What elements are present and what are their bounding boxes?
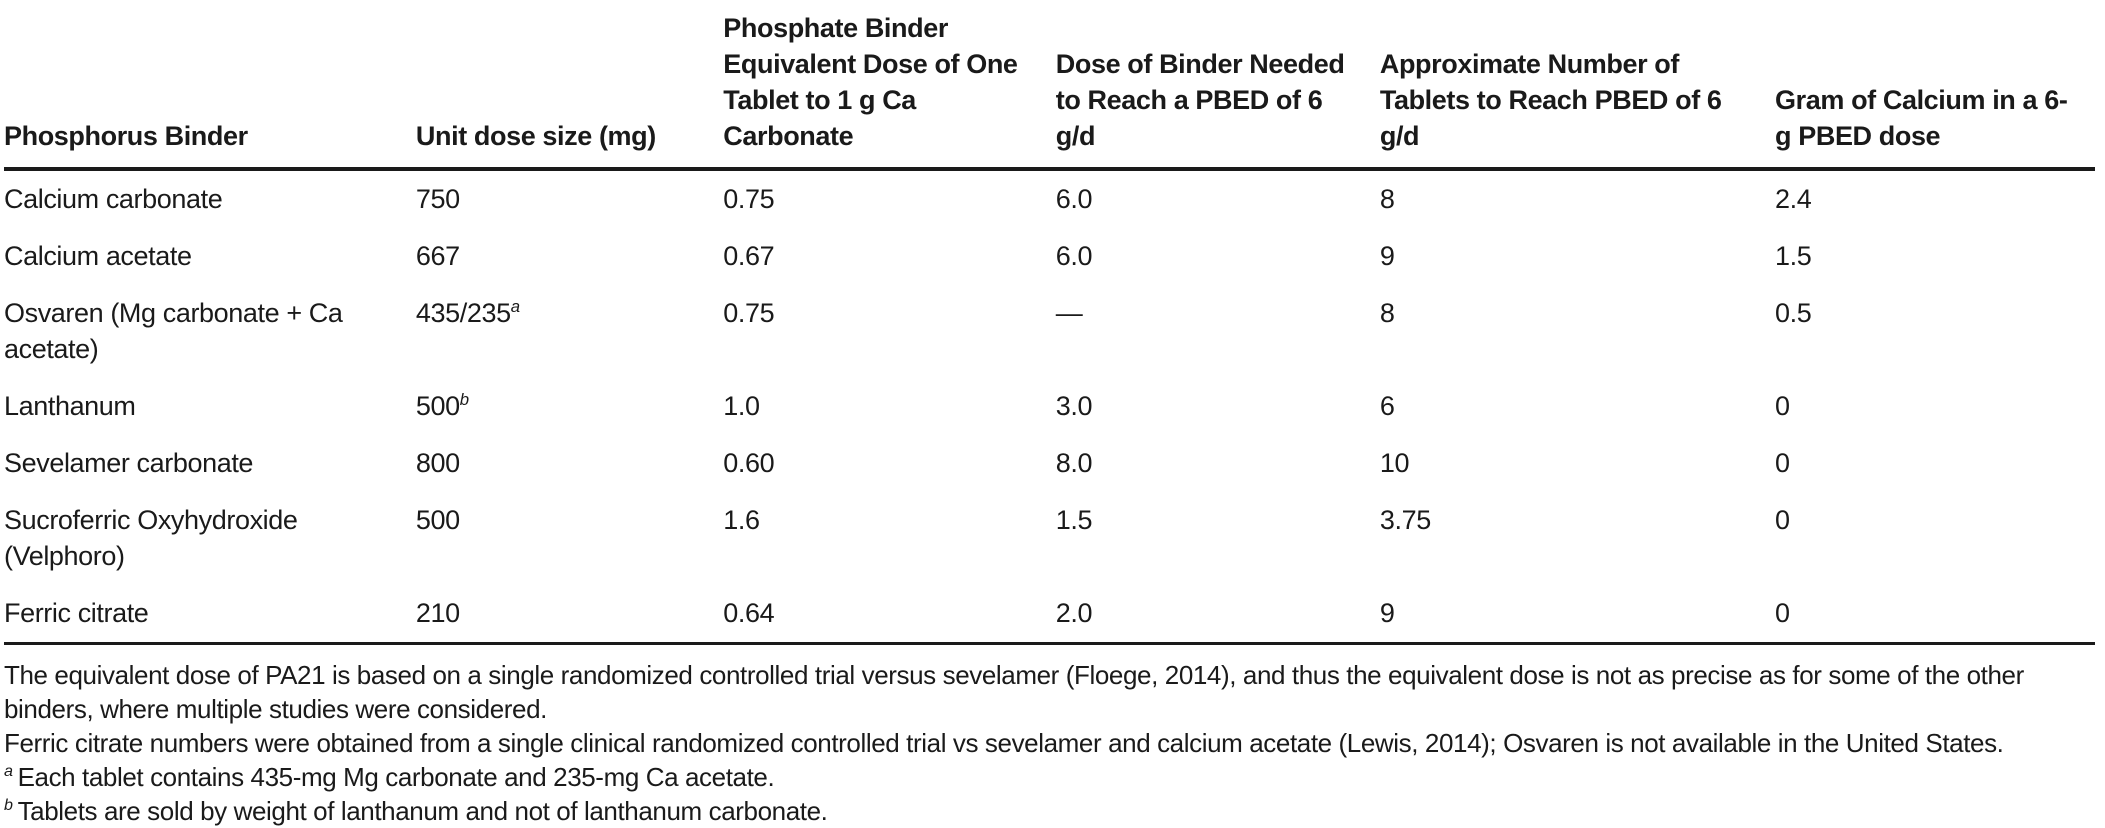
footnote-marker: b: [459, 390, 469, 409]
cell-num-tablets: 9: [1379, 241, 1395, 271]
cell-binder-name: Calcium carbonate: [4, 184, 223, 214]
cell-equiv-dose: 1.0: [723, 391, 760, 421]
cell-dose-needed: 1.5: [1055, 505, 1093, 535]
cell-unit-dose: 500b: [415, 390, 469, 421]
footnote-text: Ferric citrate numbers were obtained fro…: [4, 728, 2004, 758]
table-header: Phosphorus Binder Unit dose size (mg) Ph…: [4, 4, 2095, 171]
cell-equiv-dose: 0.67: [723, 241, 775, 271]
cell-binder-name: Osvaren (Mg carbonate + Ca acetate): [4, 298, 343, 364]
phosphate-binder-table: Phosphorus Binder Unit dose size (mg) Ph…: [4, 4, 2095, 645]
cell-num-tablets: 8: [1379, 184, 1395, 214]
footnote-text: The equivalent dose of PA21 is based on …: [4, 660, 2024, 724]
cell-equiv-dose: 1.6: [723, 505, 760, 535]
cell-num-tablets: 3.75: [1379, 505, 1431, 535]
cell-binder-name: Calcium acetate: [4, 241, 192, 271]
cell-equiv-dose: 0.60: [723, 448, 775, 478]
footnote-general-1: The equivalent dose of PA21 is based on …: [4, 658, 2095, 726]
header-equivalent-dose: Phosphate Binder Equivalent Dose of One …: [723, 4, 1056, 171]
table-row: Calcium acetate 667 0.67 6.0 9 1.5: [4, 228, 2095, 285]
cell-binder-name: Sucroferric Oxyhydroxide (Velphoro): [4, 505, 298, 571]
footnote-text: Tablets are sold by weight of lanthanum …: [17, 796, 828, 826]
footnote-marker: b: [4, 796, 13, 815]
cell-unit-dose: 500: [415, 505, 460, 535]
table-row: Lanthanum 500b 1.0 3.0 6 0: [4, 378, 2095, 435]
cell-gram-calcium: 2.4: [1775, 184, 1812, 214]
cell-dose-needed: 8.0: [1055, 448, 1093, 478]
cell-unit-dose: 750: [415, 184, 460, 214]
cell-num-tablets: 9: [1379, 585, 1776, 645]
header-gram-calcium: Gram of Calcium in a 6-g PBED dose: [1775, 4, 2095, 171]
cell-binder-name: Sevelamer carbonate: [4, 448, 254, 478]
cell-gram-calcium: 0: [1775, 585, 2095, 645]
cell-unit-dose: 667: [415, 241, 460, 271]
footnote-b: b Tablets are sold by weight of lanthanum…: [4, 794, 2095, 828]
cell-dose-needed: —: [1055, 298, 1083, 328]
footnote-text: Each tablet contains 435-mg Mg carbonate…: [17, 762, 775, 792]
cell-gram-calcium: 0: [1775, 391, 1790, 421]
header-number-tablets: Approximate Number of Tablets to Reach P…: [1379, 4, 1776, 171]
header-dose-needed: Dose of Binder Needed to Reach a PBED of…: [1055, 4, 1380, 171]
cell-num-tablets: 10: [1379, 448, 1410, 478]
cell-binder-name: Ferric citrate: [4, 585, 416, 645]
table-footnotes: The equivalent dose of PA21 is based on …: [4, 658, 2095, 828]
cell-unit-dose: 800: [415, 448, 460, 478]
footnote-marker: a: [510, 297, 520, 316]
cell-unit-dose: 210: [415, 585, 724, 645]
footnote-marker: a: [4, 762, 13, 781]
cell-unit-dose: 435/235a: [415, 297, 520, 328]
cell-gram-calcium: 0: [1775, 448, 1790, 478]
header-row: Phosphorus Binder Unit dose size (mg) Ph…: [4, 4, 2095, 171]
cell-dose-needed: 3.0: [1055, 391, 1093, 421]
cell-equiv-dose: 0.75: [723, 184, 775, 214]
footnote-general-2: Ferric citrate numbers were obtained fro…: [4, 726, 2095, 760]
table-row: Sucroferric Oxyhydroxide (Velphoro) 500 …: [4, 492, 2095, 585]
header-phosphorus-binder: Phosphorus Binder: [4, 4, 416, 171]
cell-num-tablets: 6: [1379, 391, 1395, 421]
cell-equiv-dose: 0.75: [723, 298, 775, 328]
cell-gram-calcium: 0.5: [1775, 298, 1812, 328]
cell-gram-calcium: 1.5: [1775, 241, 1812, 271]
cell-binder-name: Lanthanum: [4, 391, 136, 421]
table-row: Calcium carbonate 750 0.75 6.0 8 2.4: [4, 169, 2095, 228]
table-row: Ferric citrate 210 0.64 2.0 9 0: [4, 585, 2095, 645]
table-row: Osvaren (Mg carbonate + Ca acetate) 435/…: [4, 285, 2095, 378]
cell-dose-needed: 2.0: [1055, 585, 1380, 645]
footnote-a: a Each tablet contains 435-mg Mg carbonat…: [4, 760, 2095, 794]
table-row: Sevelamer carbonate 800 0.60 8.0 10 0: [4, 435, 2095, 492]
cell-equiv-dose: 0.64: [723, 585, 1056, 645]
cell-gram-calcium: 0: [1775, 505, 1790, 535]
cell-dose-needed: 6.0: [1055, 241, 1093, 271]
cell-dose-needed: 6.0: [1055, 184, 1093, 214]
header-unit-dose-size: Unit dose size (mg): [415, 4, 724, 171]
cell-num-tablets: 8: [1379, 298, 1395, 328]
table-body: Calcium carbonate 750 0.75 6.0 8 2.4 Cal…: [4, 169, 2095, 645]
